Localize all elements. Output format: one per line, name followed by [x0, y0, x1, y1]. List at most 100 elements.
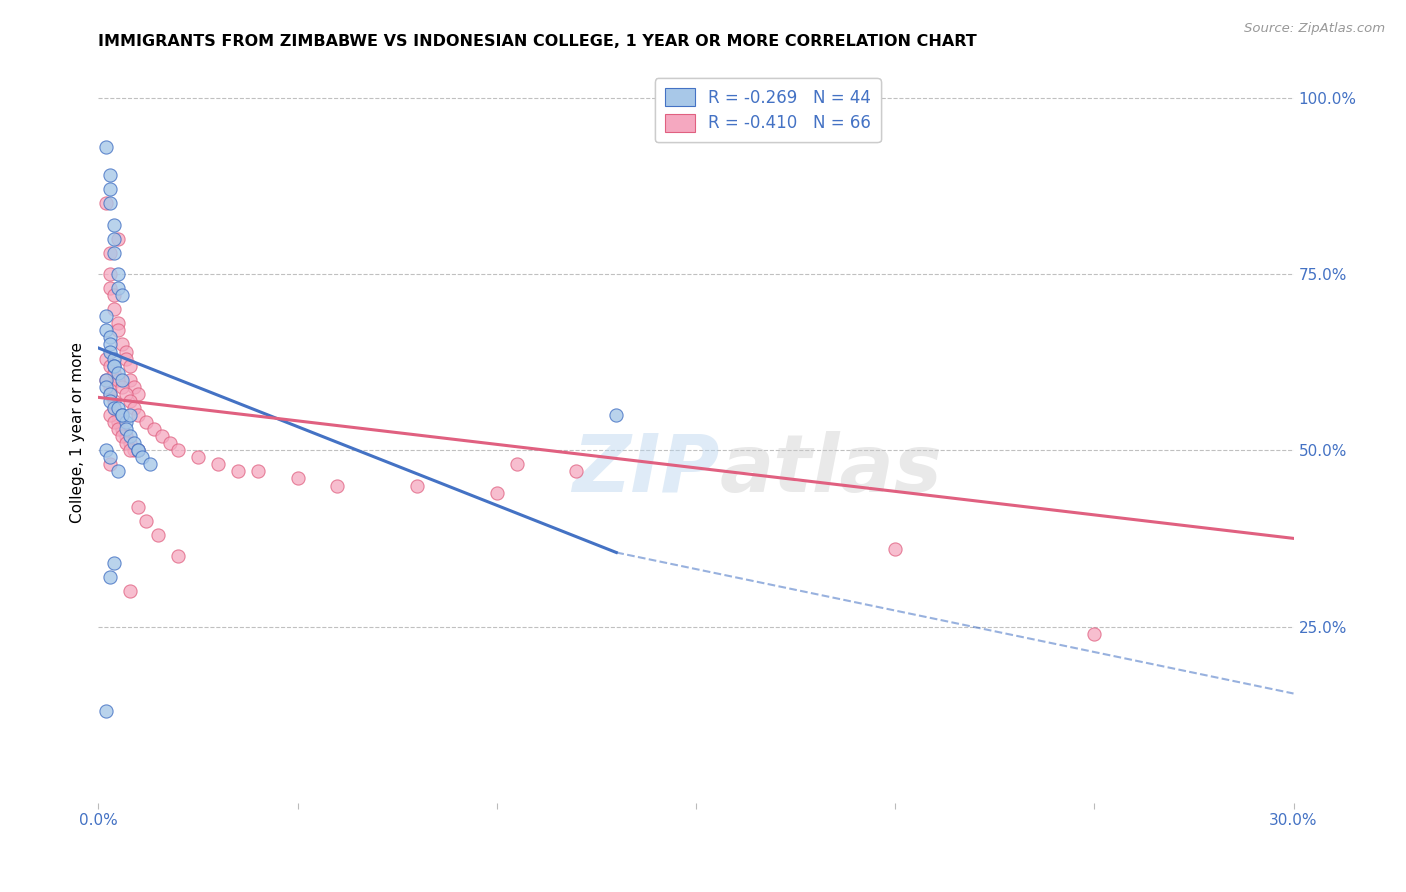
Point — [124, 380, 146, 394]
Point — [103, 351, 125, 366]
Point — [107, 267, 129, 281]
Point — [115, 351, 138, 366]
Point — [96, 373, 118, 387]
Point — [96, 323, 118, 337]
Point — [226, 464, 249, 478]
Point — [135, 415, 157, 429]
Point — [103, 393, 125, 408]
Point — [98, 245, 122, 260]
Point — [98, 337, 122, 351]
Point — [115, 436, 138, 450]
Point — [127, 443, 149, 458]
Point — [120, 359, 142, 373]
Point — [127, 443, 149, 458]
Point — [103, 366, 125, 380]
Point — [96, 373, 118, 387]
Point — [98, 344, 122, 359]
Point — [98, 281, 122, 295]
Point — [120, 393, 142, 408]
Point — [150, 429, 173, 443]
Point — [96, 380, 118, 394]
Point — [103, 556, 125, 570]
Point — [111, 408, 134, 422]
Point — [111, 408, 134, 422]
Point — [120, 408, 142, 422]
Point — [135, 514, 157, 528]
Point — [98, 458, 122, 472]
Point — [111, 422, 134, 436]
Point — [98, 450, 122, 465]
Point — [98, 570, 122, 584]
Point — [98, 387, 122, 401]
Point — [124, 436, 146, 450]
Point — [96, 140, 118, 154]
Text: atlas: atlas — [720, 431, 942, 508]
Point — [98, 359, 122, 373]
Point — [406, 478, 429, 492]
Point — [98, 330, 122, 344]
Point — [103, 401, 125, 415]
Point — [565, 464, 588, 478]
Point — [187, 450, 209, 465]
Point — [111, 288, 134, 302]
Point — [605, 408, 627, 422]
Point — [107, 232, 129, 246]
Point — [96, 704, 118, 718]
Point — [1083, 626, 1105, 640]
Point — [167, 549, 190, 563]
Text: ZIP: ZIP — [572, 431, 720, 508]
Point — [124, 443, 146, 458]
Legend: R = -0.269   N = 44, R = -0.410   N = 66: R = -0.269 N = 44, R = -0.410 N = 66 — [655, 78, 880, 142]
Point — [287, 471, 309, 485]
Point — [96, 443, 118, 458]
Point — [115, 422, 138, 436]
Point — [98, 267, 122, 281]
Point — [103, 359, 125, 373]
Point — [167, 443, 190, 458]
Point — [127, 408, 149, 422]
Point — [103, 359, 125, 373]
Point — [111, 429, 134, 443]
Point — [98, 182, 122, 196]
Point — [107, 323, 129, 337]
Point — [139, 458, 162, 472]
Point — [107, 422, 129, 436]
Point — [107, 281, 129, 295]
Point — [98, 196, 122, 211]
Point — [485, 485, 508, 500]
Point — [127, 387, 149, 401]
Point — [98, 380, 122, 394]
Point — [120, 373, 142, 387]
Point — [107, 401, 129, 415]
Point — [107, 464, 129, 478]
Point — [103, 302, 125, 317]
Point — [115, 387, 138, 401]
Point — [103, 288, 125, 302]
Point — [98, 387, 122, 401]
Point — [107, 415, 129, 429]
Point — [107, 373, 129, 387]
Point — [107, 366, 129, 380]
Point — [96, 351, 118, 366]
Point — [103, 415, 125, 429]
Point — [131, 450, 153, 465]
Point — [246, 464, 269, 478]
Point — [127, 500, 149, 514]
Point — [143, 422, 166, 436]
Point — [884, 541, 907, 556]
Point — [207, 458, 229, 472]
Point — [107, 316, 129, 330]
Point — [103, 245, 125, 260]
Point — [111, 380, 134, 394]
Text: Source: ZipAtlas.com: Source: ZipAtlas.com — [1244, 22, 1385, 36]
Point — [506, 458, 529, 472]
Point — [159, 436, 181, 450]
Point — [96, 310, 118, 324]
Point — [148, 528, 170, 542]
Point — [98, 408, 122, 422]
Point — [120, 429, 142, 443]
Y-axis label: College, 1 year or more: College, 1 year or more — [69, 343, 84, 523]
Point — [103, 218, 125, 232]
Point — [115, 344, 138, 359]
Point — [103, 401, 125, 415]
